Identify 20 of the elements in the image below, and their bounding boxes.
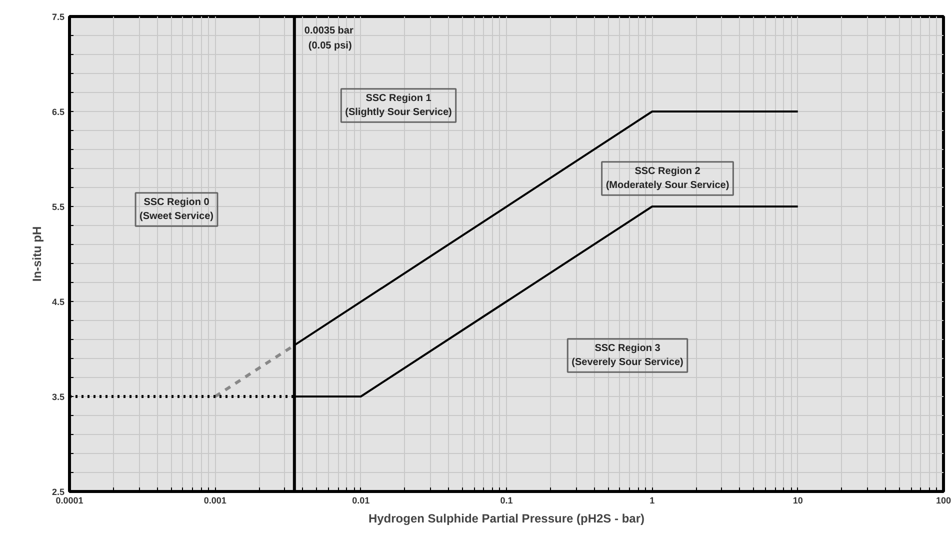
annotation: SSC Region 2 (Moderately Sour Service) [606,166,730,192]
x-tick-label: 0.01 [352,496,370,506]
y-tick-label: 2.5 [52,487,65,497]
y-axis-title: In-situ pH [30,226,44,282]
ref-line-label: 0.0035 bar (0.05 psi) [304,26,354,52]
y-tick-label: 4.5 [52,297,65,307]
y-tick-label: 3.5 [52,392,65,402]
y-tick-label: 6.5 [52,107,65,117]
annotation: SSC Region 0 (Sweet Service) [140,196,214,222]
x-axis-title: Hydrogen Sulphide Partial Pressure (pH2S - bar) [368,512,645,526]
y-tick-label: 5.5 [52,202,65,212]
x-tick-label: 1 [650,496,655,506]
annotation: SSC Region 3 (Severely Sour Service) [572,342,684,368]
x-tick-label: 100 [936,496,951,506]
x-tick-label: 0.1 [500,496,513,506]
x-tick-label: 0.0001 [56,496,84,506]
x-tick-label: 0.001 [204,496,226,506]
annotation: SSC Region 1 (Slightly Sour Service) [345,92,452,118]
y-tick-label: 7.5 [52,12,65,22]
x-tick-label: 10 [792,496,803,506]
